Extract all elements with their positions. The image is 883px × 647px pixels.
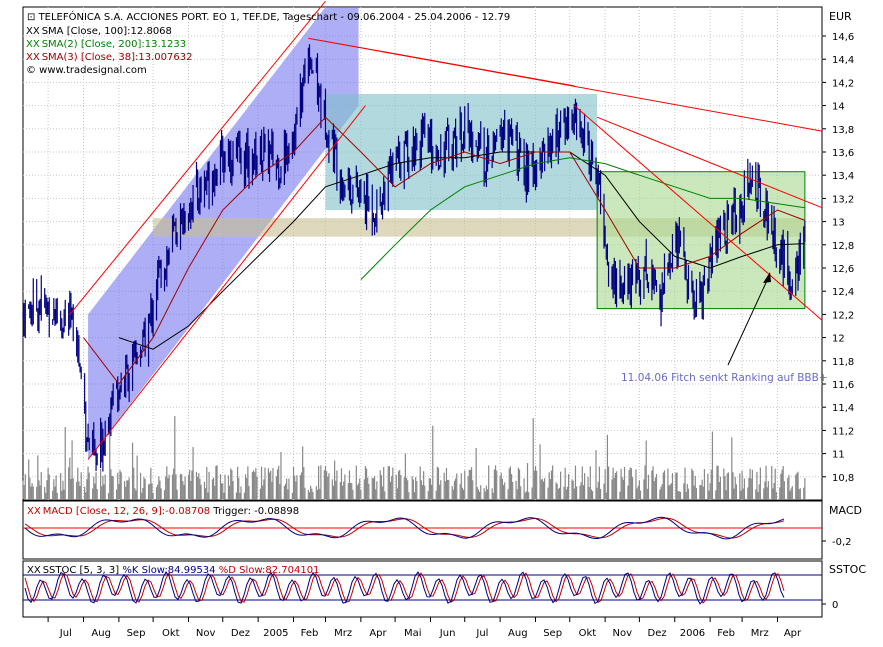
x-tick-label: Aug xyxy=(508,628,528,639)
macd-panel-label: MACD xyxy=(829,504,862,517)
y-tick-label: 13,2 xyxy=(832,194,854,205)
x-tick-label: 2005 xyxy=(263,628,288,639)
y-tick-label: 12,2 xyxy=(832,310,854,321)
rising-channel-band xyxy=(88,7,359,487)
price-bars xyxy=(22,44,806,472)
channel-upper xyxy=(69,0,326,315)
sstoc-tick-label: 0 xyxy=(832,600,838,611)
x-tick-label: 2006 xyxy=(680,628,705,639)
legend-sma200: XX SMA(2) [Close, 200]:13.1233 xyxy=(26,39,186,50)
y-tick-label: 14 xyxy=(832,102,845,113)
x-tick-label: Nov xyxy=(612,628,632,639)
sstoc-panel-label: SSTOC xyxy=(829,563,866,576)
y-tick-label: 14,4 xyxy=(832,55,854,66)
x-tick-label: Sep xyxy=(543,628,562,639)
annotation-arrow-line xyxy=(727,273,771,366)
x-tick-label: Sep xyxy=(127,628,146,639)
y-tick-label: 11,4 xyxy=(832,403,854,414)
y-tick-label: 13,4 xyxy=(832,171,854,182)
x-tick-label: Dez xyxy=(648,628,667,639)
sstoc-legend: XX SSTOC [5, 3, 3] %K Slow:84.99534 %D Sl… xyxy=(27,565,319,576)
y-tick-label: 12,8 xyxy=(832,241,854,252)
y-axis-ticks: 10,8 11 11,2 11,4 11,6 11,8 12 12,2 12,4 12,6 12,8… xyxy=(822,32,854,484)
volume-bars xyxy=(22,416,806,499)
upper-downtrend xyxy=(596,116,823,209)
y-tick-label: 10,8 xyxy=(832,473,854,484)
macd-panel-frame xyxy=(22,500,823,560)
steep-downtrend xyxy=(573,105,823,321)
sstoc-plot xyxy=(23,571,826,605)
y-tick-label: 13,6 xyxy=(832,148,854,159)
x-tick-label: Nov xyxy=(196,628,216,639)
sma200-line xyxy=(360,157,805,280)
x-tick-label: Mrz xyxy=(334,628,352,639)
macd-plot xyxy=(23,516,826,542)
x-tick-label: Aug xyxy=(91,628,111,639)
annotation-text: 11.04.06 Fitch senkt Ranking auf BBB+ xyxy=(621,372,828,384)
macd-line xyxy=(24,516,785,540)
x-tick-label: Apr xyxy=(784,628,802,639)
x-tick-label: Mai xyxy=(404,628,422,639)
currency-label: EUR xyxy=(829,10,852,23)
sma38-line xyxy=(83,116,806,385)
annotation-arrow-head xyxy=(763,272,771,283)
y-tick-label: 12,6 xyxy=(832,264,854,275)
y-tick-label: 13 xyxy=(832,218,845,229)
legend-sma100: XX SMA [Close, 100]:12.8068 xyxy=(26,26,172,37)
x-tick-label: Jul xyxy=(59,628,72,639)
x-tick-label: Jun xyxy=(439,628,456,639)
y-tick-label: 11,6 xyxy=(832,380,854,391)
sma100-line xyxy=(118,151,805,350)
legend-sma38: XX SMA(3) [Close, 38]:13.007632 xyxy=(26,52,192,63)
chart-title: ⊡ TELEFÓNICA S.A. ACCIONES PORT. EO 1, T… xyxy=(27,10,510,23)
macd-legend: XX MACD [Close, 12, 26, 9]:-0.08708 Trigg… xyxy=(27,506,299,517)
x-axis-ticks: Jul Aug Sep Okt Nov Dez 2005 Feb Mrz Apr Mai Jun Jul… xyxy=(47,617,802,639)
x-tick-label: Apr xyxy=(369,628,387,639)
moving-averages xyxy=(83,116,806,385)
x-tick-label: Okt xyxy=(162,628,180,639)
y-tick-label: 12,4 xyxy=(832,287,854,298)
y-tick-label: 13,8 xyxy=(832,125,854,136)
x-tick-label: Jul xyxy=(475,628,488,639)
y-tick-label: 11,8 xyxy=(832,357,854,368)
sstoc-k-line xyxy=(24,571,785,605)
trendlines xyxy=(69,0,823,460)
copyright-text: © www.tradesignal.com xyxy=(26,65,147,76)
macd-tick-label: -0,2 xyxy=(832,537,852,548)
y-tick-label: 12 xyxy=(832,334,845,345)
window-icon: ⊡ xyxy=(27,12,39,23)
x-tick-label: Feb xyxy=(717,628,735,639)
y-tick-label: 14,6 xyxy=(832,32,854,43)
x-tick-label: Okt xyxy=(579,628,597,639)
sstoc-panel-frame xyxy=(22,560,823,618)
y-tick-label: 14,2 xyxy=(832,78,854,89)
x-tick-label: Feb xyxy=(301,628,319,639)
mid-downtrend xyxy=(308,37,575,87)
y-tick-label: 11 xyxy=(832,450,845,461)
x-tick-label: Dez xyxy=(231,628,250,639)
y-tick-label: 11,2 xyxy=(832,426,854,437)
channel-lower xyxy=(87,105,366,460)
x-tick-label: Mrz xyxy=(751,628,769,639)
sstoc-d-line xyxy=(24,572,785,604)
